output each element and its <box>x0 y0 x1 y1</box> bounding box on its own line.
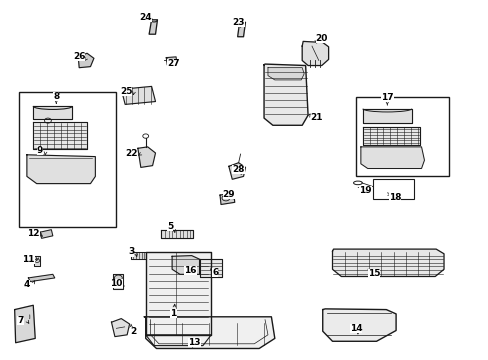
Polygon shape <box>113 274 123 289</box>
Text: 29: 29 <box>222 190 235 199</box>
Polygon shape <box>228 163 245 179</box>
Polygon shape <box>33 106 72 119</box>
Text: 15: 15 <box>367 269 380 278</box>
Text: 1: 1 <box>170 309 176 318</box>
Polygon shape <box>172 256 199 274</box>
Polygon shape <box>28 274 55 282</box>
Bar <box>19 92 116 227</box>
Polygon shape <box>145 335 211 346</box>
Text: 7: 7 <box>17 316 24 325</box>
Polygon shape <box>78 53 94 68</box>
Polygon shape <box>322 309 395 341</box>
Text: 28: 28 <box>232 165 244 174</box>
Text: 27: 27 <box>167 58 180 68</box>
Text: 11: 11 <box>22 255 35 264</box>
Polygon shape <box>166 57 177 65</box>
Text: 4: 4 <box>23 280 30 289</box>
Text: 12: 12 <box>27 229 40 238</box>
Polygon shape <box>131 252 145 259</box>
Polygon shape <box>161 230 193 238</box>
Polygon shape <box>200 259 222 277</box>
Text: 23: 23 <box>232 18 244 27</box>
Text: 2: 2 <box>130 327 136 336</box>
Polygon shape <box>220 193 234 204</box>
Text: 22: 22 <box>124 148 137 158</box>
Bar <box>372 179 413 199</box>
Polygon shape <box>267 68 304 80</box>
Polygon shape <box>145 252 211 335</box>
Polygon shape <box>362 127 419 145</box>
Text: 20: 20 <box>315 34 327 43</box>
Text: 25: 25 <box>120 87 132 96</box>
Polygon shape <box>264 64 307 125</box>
Text: 21: 21 <box>310 112 323 122</box>
Text: 9: 9 <box>37 146 43 155</box>
Polygon shape <box>111 319 129 337</box>
Text: 14: 14 <box>349 324 362 333</box>
Text: 24: 24 <box>139 13 152 22</box>
Polygon shape <box>33 122 87 149</box>
Text: 8: 8 <box>53 92 59 101</box>
Polygon shape <box>138 147 155 167</box>
Text: 5: 5 <box>167 222 173 231</box>
Polygon shape <box>144 317 274 348</box>
Polygon shape <box>360 147 424 168</box>
Polygon shape <box>40 230 53 238</box>
Bar <box>355 97 448 176</box>
Polygon shape <box>362 109 411 123</box>
Text: 13: 13 <box>188 338 201 347</box>
Text: 3: 3 <box>128 247 134 256</box>
Text: 19: 19 <box>359 186 371 195</box>
Text: 6: 6 <box>212 269 218 277</box>
Polygon shape <box>149 20 157 34</box>
Text: 16: 16 <box>184 266 197 275</box>
Polygon shape <box>121 86 155 104</box>
Polygon shape <box>15 305 35 343</box>
Text: 18: 18 <box>388 193 401 202</box>
Polygon shape <box>302 41 328 66</box>
Polygon shape <box>332 249 443 276</box>
Polygon shape <box>237 22 245 37</box>
Text: 26: 26 <box>73 52 85 61</box>
Polygon shape <box>34 256 40 266</box>
Polygon shape <box>27 155 95 184</box>
Text: 17: 17 <box>380 94 393 102</box>
Text: 10: 10 <box>110 279 122 288</box>
